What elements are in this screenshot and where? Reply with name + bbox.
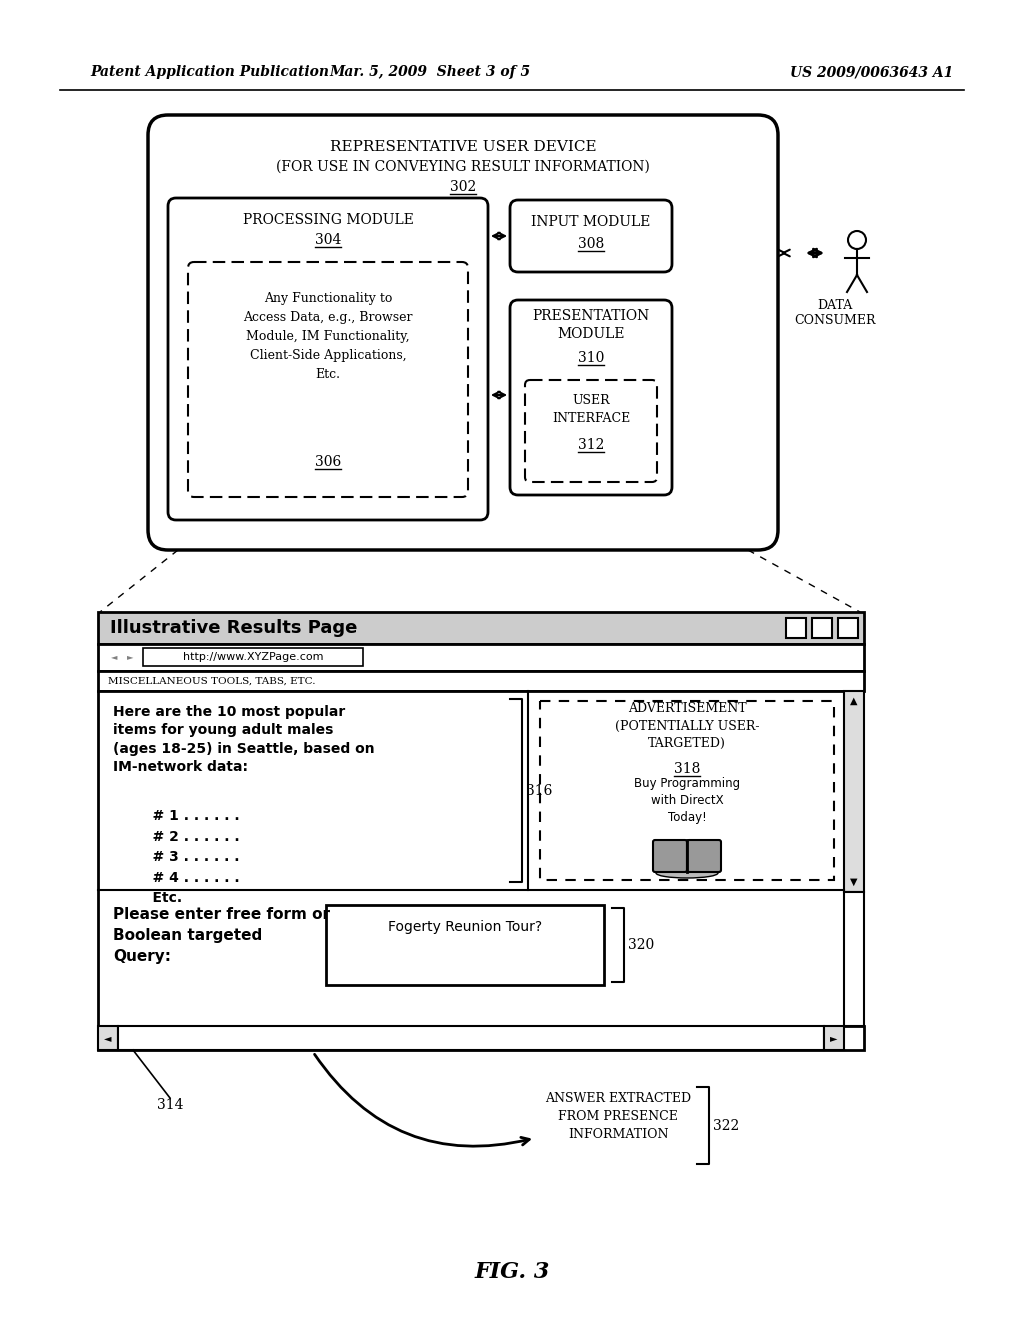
Text: 312: 312	[578, 438, 604, 451]
Text: ◄: ◄	[111, 652, 118, 661]
FancyBboxPatch shape	[148, 115, 778, 550]
Text: Patent Application Publication: Patent Application Publication	[90, 65, 329, 79]
Bar	[118, 1026, 824, 1049]
Text: ▼: ▼	[850, 876, 858, 887]
Bar	[98, 612, 864, 644]
Bar	[844, 690, 864, 892]
Text: US 2009/0063643 A1: US 2009/0063643 A1	[790, 65, 953, 79]
FancyBboxPatch shape	[510, 300, 672, 495]
Text: Fogerty Reunion Tour?: Fogerty Reunion Tour?	[388, 920, 542, 935]
Ellipse shape	[656, 869, 718, 878]
Bar	[844, 892, 864, 1026]
Text: USER
INTERFACE: USER INTERFACE	[552, 395, 630, 425]
Text: 316: 316	[526, 784, 552, 797]
FancyBboxPatch shape	[687, 840, 721, 873]
Text: # 1 . . . . . .
    # 2 . . . . . .
    # 3 . . . . . .
    # 4 . . . . . .
    : # 1 . . . . . . # 2 . . . . . . # 3 . . …	[133, 809, 240, 906]
Text: Please enter free form or
Boolean targeted
Query:: Please enter free form or Boolean target…	[113, 907, 330, 965]
Text: PROCESSING MODULE: PROCESSING MODULE	[243, 213, 414, 227]
Text: Here are the 10 most popular
items for young adult males
(ages 18-25) in Seattle: Here are the 10 most popular items for y…	[113, 705, 375, 775]
Text: 306: 306	[314, 455, 341, 469]
Bar	[98, 1026, 118, 1049]
Text: 320: 320	[628, 939, 654, 952]
Bar	[98, 690, 844, 1026]
Text: MISCELLANEOUS TOOLS, TABS, ETC.: MISCELLANEOUS TOOLS, TABS, ETC.	[108, 676, 315, 685]
FancyBboxPatch shape	[168, 198, 488, 520]
Text: ◄: ◄	[104, 1034, 112, 1043]
Text: 310: 310	[578, 351, 604, 366]
Text: PRESENTATION
MODULE: PRESENTATION MODULE	[532, 309, 649, 341]
Text: Illustrative Results Page: Illustrative Results Page	[110, 619, 357, 638]
Text: 308: 308	[578, 238, 604, 251]
Text: Buy Programming
with DirectX
Today!: Buy Programming with DirectX Today!	[634, 777, 740, 825]
Text: Any Functionality to
Access Data, e.g., Browser
Module, IM Functionality,
Client: Any Functionality to Access Data, e.g., …	[244, 292, 413, 381]
Text: 322: 322	[713, 1118, 739, 1133]
FancyBboxPatch shape	[188, 261, 468, 498]
Bar	[824, 1026, 844, 1049]
Bar	[812, 618, 831, 638]
Text: 318: 318	[674, 762, 700, 776]
Text: FIG. 3: FIG. 3	[474, 1261, 550, 1283]
FancyBboxPatch shape	[510, 201, 672, 272]
Text: DATA
CONSUMER: DATA CONSUMER	[795, 300, 876, 327]
Text: ►: ►	[127, 652, 133, 661]
Text: ADVERTISEMENT
(POTENTIALLY USER-
TARGETED): ADVERTISEMENT (POTENTIALLY USER- TARGETE…	[614, 702, 759, 750]
Bar	[540, 701, 834, 880]
FancyBboxPatch shape	[653, 840, 687, 873]
Text: INPUT MODULE: INPUT MODULE	[531, 215, 650, 228]
Bar	[326, 906, 604, 985]
Bar	[786, 618, 806, 638]
Bar	[98, 1026, 864, 1049]
Text: Mar. 5, 2009  Sheet 3 of 5: Mar. 5, 2009 Sheet 3 of 5	[330, 65, 530, 79]
Text: 314: 314	[157, 1098, 183, 1111]
Text: REPRESENTATIVE USER DEVICE: REPRESENTATIVE USER DEVICE	[330, 140, 596, 154]
Text: 304: 304	[314, 234, 341, 247]
Bar	[98, 644, 864, 671]
Text: ►: ►	[830, 1034, 838, 1043]
Bar	[98, 671, 864, 690]
FancyBboxPatch shape	[525, 380, 657, 482]
Bar	[143, 648, 362, 667]
Text: (FOR USE IN CONVEYING RESULT INFORMATION): (FOR USE IN CONVEYING RESULT INFORMATION…	[276, 160, 650, 174]
Text: 302: 302	[450, 180, 476, 194]
Bar	[838, 618, 858, 638]
Text: ANSWER EXTRACTED
FROM PRESENCE
INFORMATION: ANSWER EXTRACTED FROM PRESENCE INFORMATI…	[545, 1092, 691, 1140]
Text: ▲: ▲	[850, 696, 858, 706]
Text: http://www.XYZPage.com: http://www.XYZPage.com	[182, 652, 324, 663]
